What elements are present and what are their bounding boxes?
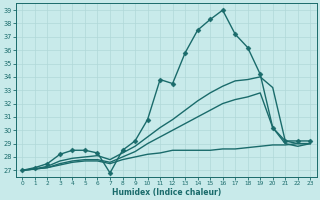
X-axis label: Humidex (Indice chaleur): Humidex (Indice chaleur) — [112, 188, 221, 197]
